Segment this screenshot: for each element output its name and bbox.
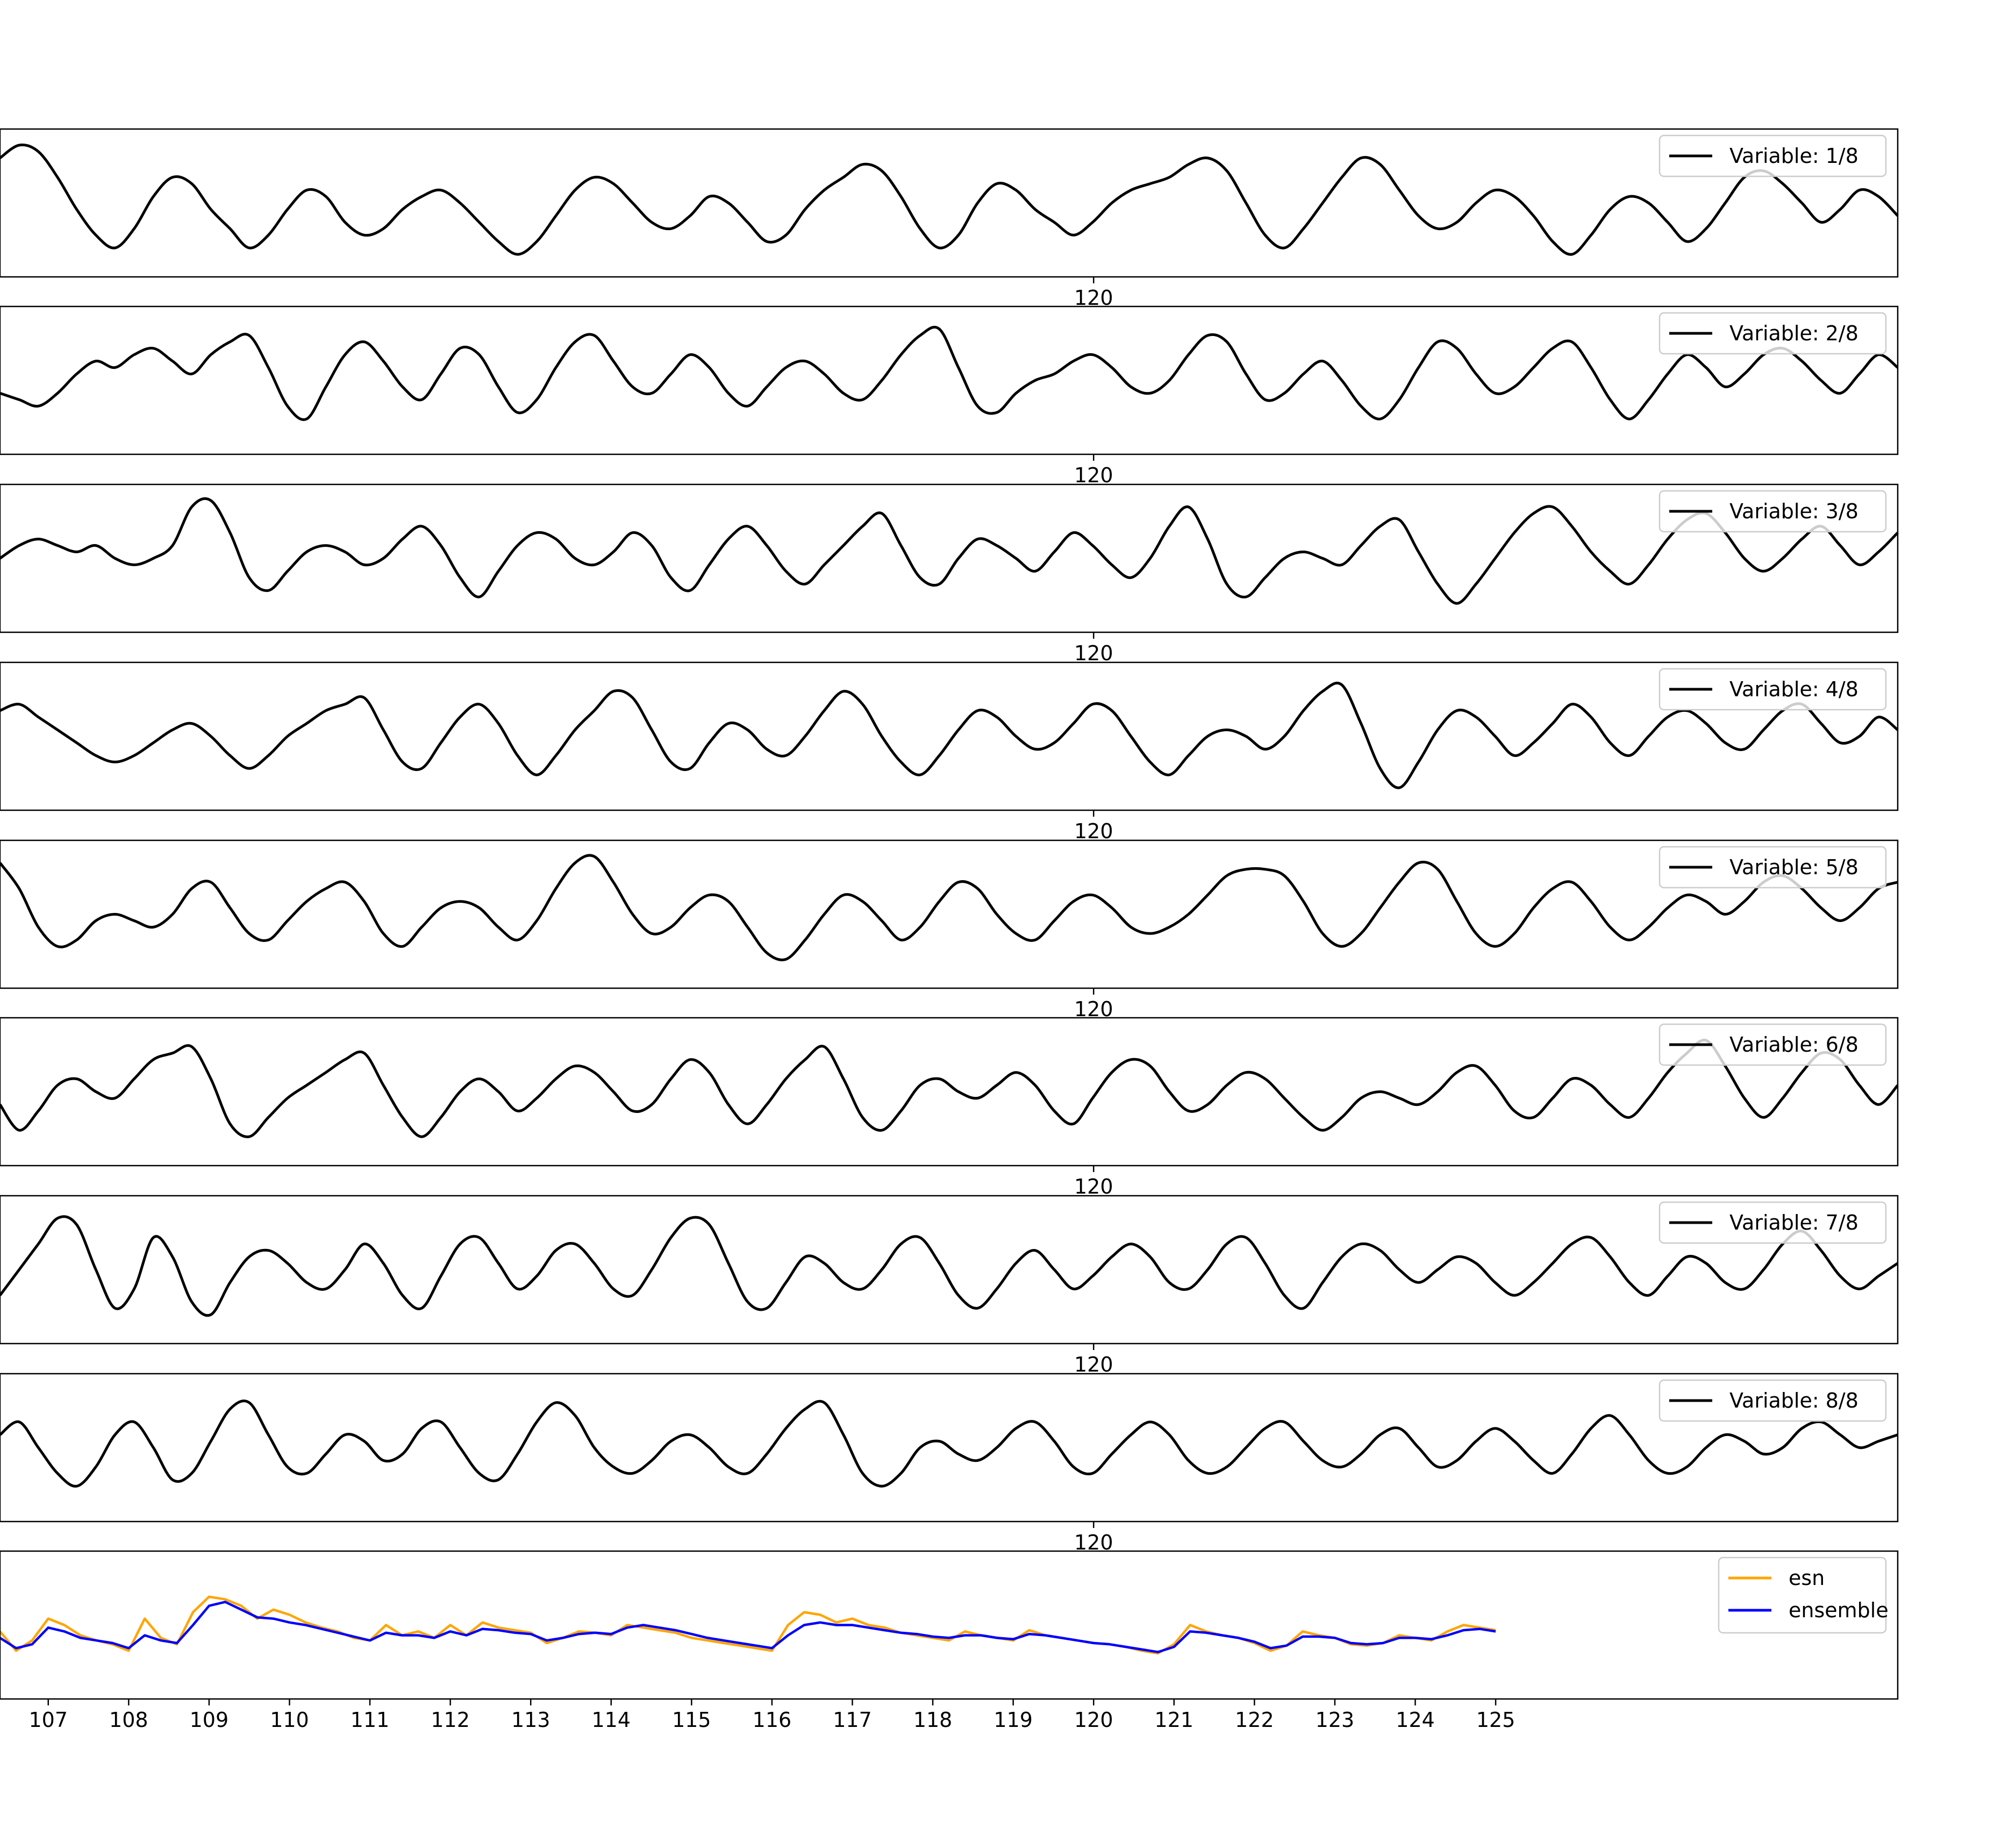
x-tick-label: 114 <box>592 1708 631 1732</box>
legend-label: Variable: 3/8 <box>1729 499 1858 523</box>
x-tick-label: 111 <box>351 1708 390 1732</box>
subplot-1: 120 Variable: 1/8 <box>0 128 1899 310</box>
legend: Variable: 8/8 <box>1658 1379 1887 1422</box>
legend: Variable: 7/8 <box>1658 1201 1887 1244</box>
x-tick-label: 107 <box>28 1708 68 1732</box>
series-line-variable-1-8 <box>0 144 1899 256</box>
axes-frame <box>0 1017 1899 1167</box>
legend: Variable: 4/8 <box>1658 668 1887 711</box>
series-line-variable-4-8 <box>0 681 1899 789</box>
legend-box <box>1658 1201 1887 1244</box>
legend-label: Variable: 1/8 <box>1729 144 1858 168</box>
legend-label: Variable: 6/8 <box>1729 1033 1858 1056</box>
x-tick-label: 120 <box>1074 1353 1113 1376</box>
x-tick-label: 125 <box>1476 1708 1515 1732</box>
x-tick-label: 113 <box>511 1708 551 1732</box>
legend-label: ensemble <box>1789 1598 1889 1622</box>
subplot-6: 120 Variable: 6/8 <box>0 1017 1899 1198</box>
x-tick-label: 120 <box>1074 819 1113 843</box>
legend: Variable: 3/8 <box>1658 490 1887 533</box>
legend-label: esn <box>1789 1566 1825 1590</box>
series-line-variable-7-8 <box>0 1215 1899 1317</box>
subplot-7: 120 Variable: 7/8 <box>0 1195 1899 1376</box>
x-tick-label: 120 <box>1074 1531 1113 1554</box>
series-line-variable-3-8 <box>0 497 1899 605</box>
legend-box <box>1658 312 1887 355</box>
legend-box <box>1658 668 1887 711</box>
x-tick-label: 120 <box>1074 1708 1113 1732</box>
legend: Variable: 2/8 <box>1658 312 1887 355</box>
legend-label: Variable: 4/8 <box>1729 677 1858 701</box>
x-tick-label: 117 <box>833 1708 872 1732</box>
x-tick-label: 120 <box>1074 641 1113 665</box>
x-tick-label: 124 <box>1396 1708 1435 1732</box>
series-line-variable-6-8 <box>0 1038 1899 1138</box>
x-tick-label: 108 <box>109 1708 148 1732</box>
legend: Variable: 1/8 <box>1658 134 1887 177</box>
legend-label: Variable: 5/8 <box>1729 855 1858 879</box>
subplot-8: 120 Variable: 8/8 <box>0 1373 1899 1554</box>
legend-box <box>1658 1379 1887 1422</box>
series-line-variable-8-8 <box>0 1399 1898 1488</box>
subplot-2: 120 Variable: 2/8 <box>0 305 1899 487</box>
x-tick-label: 110 <box>270 1708 309 1732</box>
axes-frame <box>0 1195 1899 1345</box>
axes-frame <box>0 1373 1899 1523</box>
x-tick-label: 116 <box>753 1708 792 1732</box>
series-line-variable-5-8 <box>0 854 1898 961</box>
x-tick-label: 115 <box>672 1708 711 1732</box>
axes-frame <box>0 305 1899 455</box>
axes-frame <box>0 661 1899 811</box>
subplot-4: 120 Variable: 4/8 <box>0 661 1899 843</box>
x-tick-label: 119 <box>993 1708 1033 1732</box>
x-tick-label: 120 <box>1074 997 1113 1021</box>
axes-frame <box>0 1550 1899 1700</box>
legend-label: Variable: 7/8 <box>1729 1211 1858 1234</box>
legend-box <box>1718 1556 1887 1634</box>
x-tick-label: 109 <box>190 1708 229 1732</box>
x-tick-label: 122 <box>1235 1708 1274 1732</box>
legend: Variable: 5/8 <box>1658 846 1887 889</box>
x-tick-label: 120 <box>1074 286 1113 310</box>
legend-box <box>1658 1023 1887 1066</box>
subplot-3: 120 Variable: 3/8 <box>0 483 1899 665</box>
legend-label: Variable: 8/8 <box>1729 1389 1858 1412</box>
series-line-ensemble <box>0 1601 1496 1653</box>
x-tick-label: 118 <box>913 1708 953 1732</box>
axes-frame <box>0 128 1899 278</box>
legend: Variable: 6/8 <box>1658 1023 1887 1066</box>
legend-box <box>1658 490 1887 533</box>
legend: esn ensemble <box>1718 1556 1889 1634</box>
axes-frame <box>0 839 1899 989</box>
legend-box <box>1658 134 1887 177</box>
x-tick-label: 112 <box>431 1708 470 1732</box>
axes-frame <box>0 483 1899 633</box>
series-line-variable-2-8 <box>0 325 1899 422</box>
subplot-5: 120 Variable: 5/8 <box>0 839 1899 1021</box>
legend-label: Variable: 2/8 <box>1729 322 1858 345</box>
x-tick-label: 120 <box>1074 1175 1113 1198</box>
subplot-9: 107 108 109 110 111 112 113 114 115 116 117 118 119 1… <box>0 1550 1899 1732</box>
x-tick-label: 123 <box>1316 1708 1355 1732</box>
x-tick-label: 121 <box>1155 1708 1194 1732</box>
legend-box <box>1658 846 1887 889</box>
x-tick-label: 120 <box>1074 463 1113 487</box>
